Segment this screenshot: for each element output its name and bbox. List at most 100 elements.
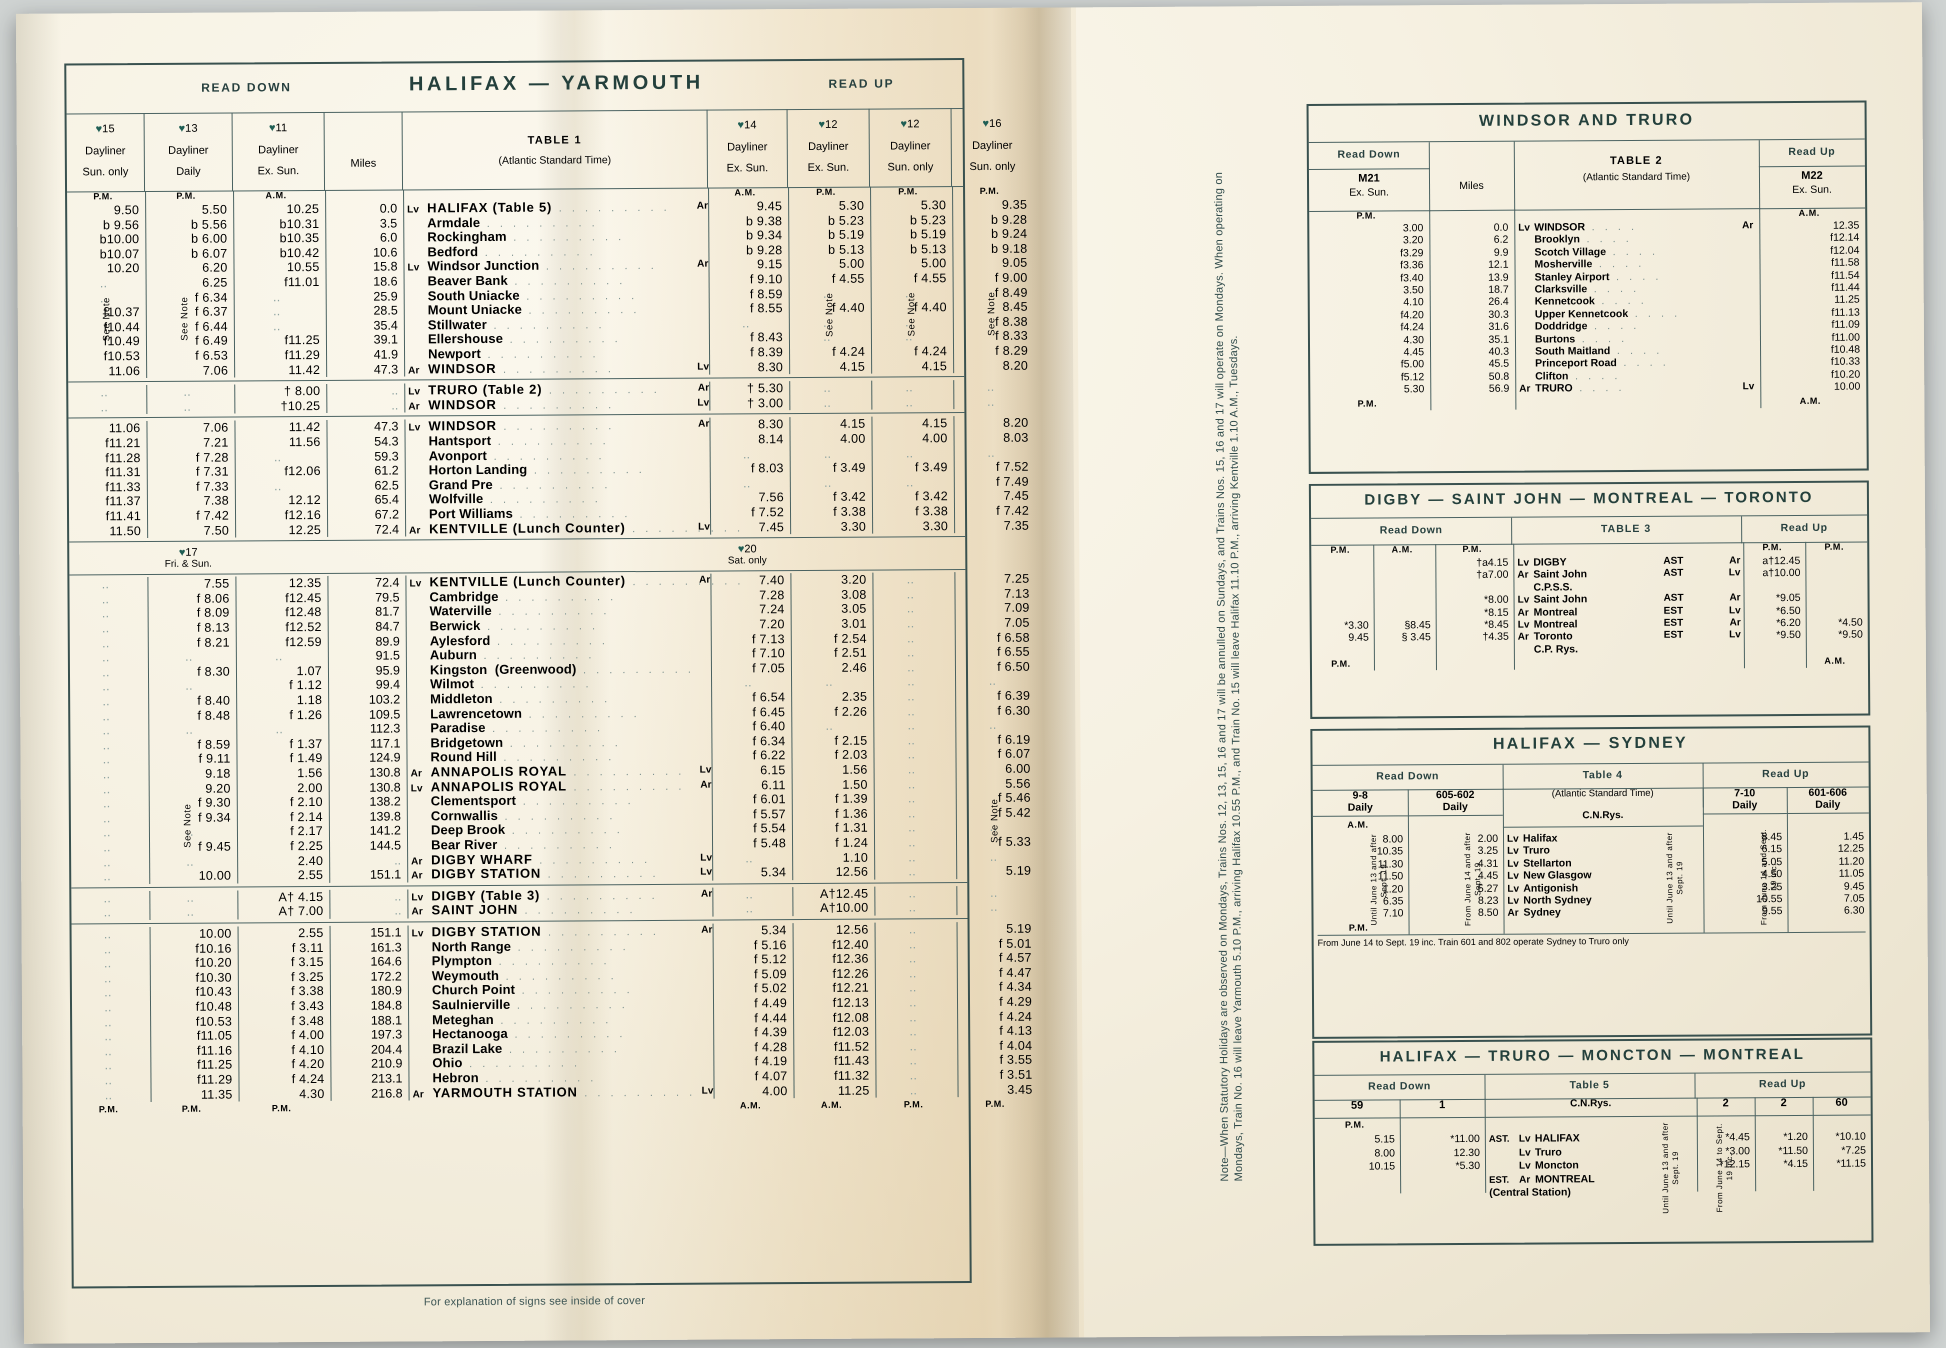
miles-cell: 41.9: [373, 347, 399, 362]
time-cell: b10.07: [99, 246, 140, 262]
time-cell: 7.05: [1004, 615, 1030, 630]
time-cell: f11.54: [1831, 269, 1860, 282]
time-cell: b 5.13: [828, 242, 865, 257]
mid-header-train-20[interactable]: ♥20 Sat. only: [727, 543, 767, 567]
col-head-train-14[interactable]: ♥14 Dayliner Ex. Sun.: [707, 109, 789, 188]
time-cell: f 1.26: [289, 707, 323, 722]
halifax-montreal-up-col-head[interactable]: 60: [1812, 1096, 1871, 1116]
time-cell: f 7.28: [195, 450, 229, 465]
time-cell: b 9.28: [990, 212, 1028, 227]
time-cell: f 6.58: [996, 630, 1030, 645]
time-cell: ..: [744, 675, 752, 690]
col-head-train-11[interactable]: ♥11 Dayliner Ex. Sun.: [232, 111, 326, 191]
col-head-train-12-sun[interactable]: ♥12 Dayliner Sun. only: [869, 108, 953, 187]
halifax-montreal-down-col-head[interactable]: 59: [1314, 1099, 1400, 1119]
statutory-holiday-note: Note—When Statutory Holidays are observe…: [1212, 171, 1246, 1182]
time-cell: 7.24: [759, 602, 785, 617]
miles-cell: ..: [394, 903, 402, 918]
col-head-train-15[interactable]: ♥15 Dayliner Sun. only: [66, 113, 146, 192]
time-cell: ..: [908, 806, 916, 821]
time-cell: f 2.15: [834, 733, 868, 748]
time-cell: 4.00: [922, 431, 948, 446]
time-cell: f 5.02: [754, 981, 787, 996]
time-cell: ..: [102, 708, 111, 723]
ampm-marker: A.M.: [740, 1100, 762, 1111]
time-cell: f5.12: [1400, 371, 1425, 384]
time-cell: f10.53: [195, 1014, 233, 1029]
col-head-train-13[interactable]: ♥13 Dayliner Daily: [144, 112, 234, 192]
time-cell: f11.29: [284, 347, 321, 363]
train-number-16: 16: [989, 117, 1002, 130]
time-cell: [1373, 582, 1430, 595]
ampm-marker: A.M.: [734, 187, 756, 198]
time-cell: f 4.24: [291, 1071, 325, 1087]
station-name-cell: Ar KENTVILLE (Lunch Counter) . . . . . . …: [409, 519, 744, 537]
halifax-sydney-note: From June 14 to Sept. 19 inc. Train 601 …: [1317, 931, 1866, 948]
time-cell: 10.55: [286, 260, 320, 275]
time-cell: f10.30: [195, 970, 232, 985]
time-cell: f 4.19: [754, 1054, 788, 1069]
time-cell: f 3.38: [833, 504, 867, 519]
time-cell: ..: [907, 660, 915, 675]
time-cell: f 3.25: [291, 969, 324, 984]
miles-cell: 54.3: [374, 434, 399, 449]
time-cell: ..: [101, 606, 110, 621]
time-cell: ..: [103, 956, 112, 971]
col-head-train-16[interactable]: ♥16 Dayliner Sun. only: [952, 108, 1033, 186]
service-label: Dayliner: [727, 141, 768, 154]
time-cell: f11.37: [105, 494, 141, 509]
time-cell: 7.45: [1003, 489, 1029, 504]
time-cell: [1311, 570, 1368, 583]
halifax-sydney-up-col-head[interactable]: 7-10 Daily: [1702, 787, 1787, 815]
time-cell: f11.25: [284, 333, 320, 348]
time-cell: [1400, 1173, 1480, 1187]
halifax-montreal-up-col-head[interactable]: 2: [1696, 1097, 1755, 1117]
halifax-montreal-up-col-head[interactable]: 2: [1754, 1096, 1813, 1117]
time-cell: 9.45: [1843, 880, 1865, 893]
halifax-sydney-down-col-head[interactable]: 9-8 Daily: [1312, 789, 1408, 817]
time-cell: ..: [905, 395, 914, 410]
time-cell: 2.55: [297, 868, 324, 883]
miles-cell: 62.5: [374, 478, 399, 493]
time-cell: f 8.48: [197, 708, 231, 723]
time-cell: *5.30: [1455, 1159, 1481, 1173]
service-label: Dayliner: [168, 144, 209, 157]
time-cell: f 8.30: [197, 664, 231, 679]
time-cell: [1805, 555, 1862, 568]
time-cell: f 4.20: [291, 1057, 325, 1072]
time-cell: [1743, 580, 1800, 593]
time-cell: b 9.34: [746, 228, 783, 243]
time-cell: 7.28: [759, 587, 785, 603]
time-cell: 3.30: [840, 519, 867, 534]
time-cell: *4.15: [1783, 1157, 1809, 1171]
time-cell: ..: [274, 479, 282, 494]
days-label: Ex. Sun.: [807, 161, 850, 175]
time-cell: ..: [823, 446, 832, 461]
time-cell: f 8.06: [196, 591, 230, 606]
miles-cell: 144.5: [369, 838, 402, 853]
time-cell: ..: [908, 820, 916, 835]
halifax-montreal-down-col-head[interactable]: 1: [1399, 1098, 1485, 1119]
miles-cell: 59.3: [374, 449, 399, 464]
mid-header-train-17[interactable]: ♥17 Fri. & Sun.: [164, 546, 212, 571]
train-number-12b: 12: [907, 118, 920, 131]
halifax-sydney-up-col-head[interactable]: 601-606 Daily: [1786, 786, 1869, 815]
time-cell: 11.42: [288, 420, 321, 435]
time-cell: ..: [272, 289, 281, 304]
time-cell: 5.34: [761, 923, 787, 938]
halifax-sydney-down-col-head[interactable]: 605-602 Daily: [1407, 788, 1503, 817]
time-cell: ..: [103, 869, 111, 884]
time-cell: f12.48: [285, 605, 322, 620]
time-cell: f 1.49: [289, 751, 323, 766]
miles-cell: 138.2: [369, 794, 401, 809]
time-cell: f 4.47: [999, 965, 1032, 980]
days-label: Daily: [176, 165, 201, 178]
time-cell: ..: [103, 891, 112, 906]
halifax-montreal-body: 59 1 2 2 60 C.N.Rys. P.M. 5.15 *11.00 AST. Lv HALIF…: [1314, 1096, 1872, 1244]
ampm-marker: P.M.: [1356, 210, 1376, 221]
time-cell: *9.50: [1838, 628, 1863, 642]
time-cell: 1.50: [842, 777, 868, 792]
train-number-15: 15: [102, 123, 115, 136]
miles-cell: 0.0: [1493, 221, 1509, 234]
col-head-train-12-exsun[interactable]: ♥12 Dayliner Ex. Sun.: [787, 108, 871, 188]
